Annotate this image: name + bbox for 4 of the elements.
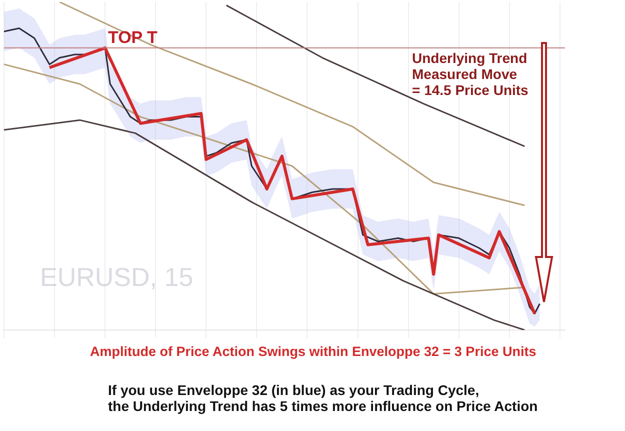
text: Amplitude of Price Action Swings within Enveloppe 32 = 3 Price Units <box>90 344 536 359</box>
annotation: Underlying Trend Measured Move = 14.5 Price Units <box>412 50 528 98</box>
annotation: TOP T <box>108 28 158 48</box>
text: If you use Enveloppe 32 (in blue) as your Trading Cycle, the Underlying Trend has 5 times more influence on Price Action <box>108 382 538 414</box>
